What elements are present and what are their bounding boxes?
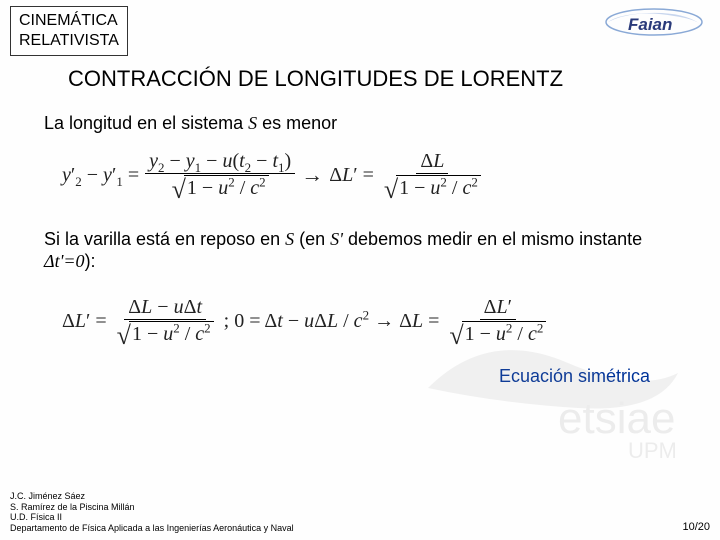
paragraph-2: Si la varilla está en reposo en S (en S'… <box>0 210 720 283</box>
equation-2: ΔL′ = ΔL − uΔt √1 − u2 / c2 ; 0 = Δt − u… <box>0 283 720 356</box>
svg-text:etsiae: etsiae <box>558 394 675 443</box>
topic-line-2: RELATIVISTA <box>19 31 119 51</box>
equation-1: y′2 − y′1 = y2 − y1 − u(t2 − t1) √1 − u2… <box>0 145 720 210</box>
brand-logo: Faian <box>594 6 704 44</box>
topic-line-1: CINEMÁTICA <box>19 11 119 31</box>
paragraph-1: La longitud en el sistema S es menor <box>0 106 720 145</box>
equation-label: Ecuación simétrica <box>0 356 720 387</box>
footer-credits: J.C. Jiménez Sáez S. Ramírez de la Pisci… <box>10 491 294 534</box>
header: CINEMÁTICA RELATIVISTA Faian <box>0 0 720 56</box>
slide-title: CONTRACCIÓN DE LONGITUDES DE LORENTZ <box>0 56 720 106</box>
topic-box: CINEMÁTICA RELATIVISTA <box>10 6 128 56</box>
svg-text:Faian: Faian <box>628 15 672 34</box>
svg-text:UPM: UPM <box>628 438 677 463</box>
page-number: 10/20 <box>682 521 710 534</box>
footer: J.C. Jiménez Sáez S. Ramírez de la Pisci… <box>10 491 710 534</box>
